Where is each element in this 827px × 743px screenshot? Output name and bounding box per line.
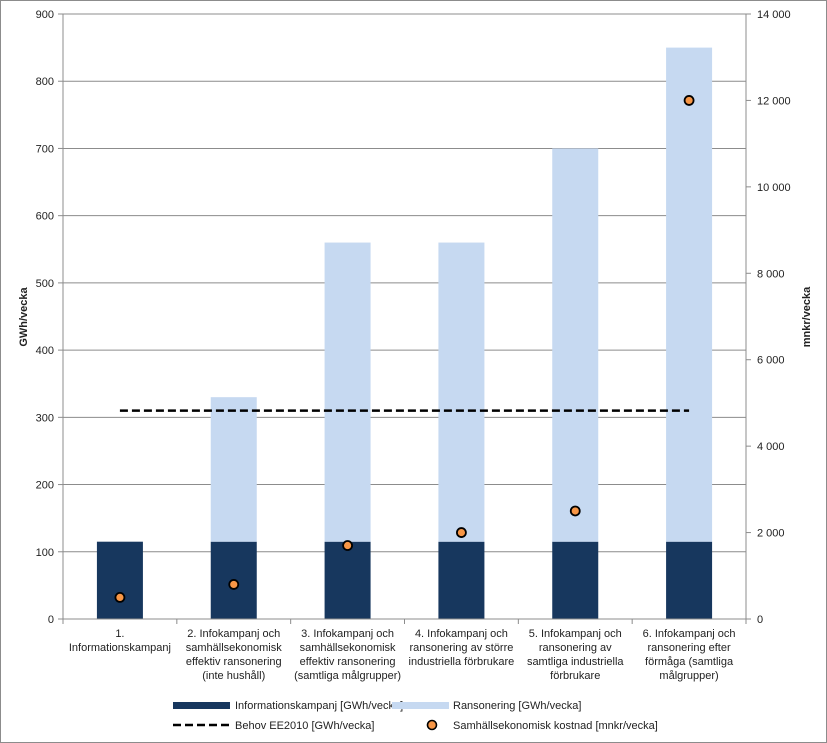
y2-tick-label: 6 000 (757, 355, 785, 367)
legend-label-ransonering: Ransonering [GWh/vecka] (453, 700, 581, 712)
y-tick-label: 200 (36, 480, 54, 492)
legend-label-behov: Behov EE2010 [GWh/vecka] (235, 720, 374, 732)
y-tick-label: 700 (36, 143, 54, 155)
y2-tick-label: 10 000 (757, 182, 791, 194)
y-tick-label: 600 (36, 211, 54, 223)
y-tick-label: 900 (36, 9, 54, 21)
x-category-label: 5. Infokampanj och ransonering av samtliga… (527, 628, 624, 682)
bar-ransonering (210, 397, 257, 542)
x-category-label: 3. Infokampanj och samhällsekonomisk effek… (294, 628, 401, 682)
y-tick-label: 400 (36, 345, 54, 357)
y2-tick-label: 4 000 (757, 441, 785, 453)
bar-ransonering (666, 47, 713, 542)
x-category-label: 6. Infokampanj och ransonering efter förmå… (643, 628, 736, 682)
point-samhallsekonomisk-kostnad (114, 591, 126, 603)
y2-tick-label: 2 000 (757, 528, 785, 540)
x-category-label: 4. Infokampanj och ransonering av större i… (409, 628, 515, 668)
bar-informationskampanj (552, 541, 599, 619)
bar-informationskampanj (96, 541, 143, 619)
y2-tick-label: 0 (757, 614, 763, 626)
point-samhallsekonomisk-kostnad (683, 95, 695, 106)
bar-ransonering (438, 242, 485, 542)
y-tick-label: 100 (36, 547, 54, 559)
bar-informationskampanj (438, 541, 485, 619)
point-samhallsekonomisk-kostnad (569, 505, 581, 517)
point-samhallsekonomisk-kostnad (228, 579, 240, 590)
legend-label-informationskampanj: Informationskampanj [GWh/vecka] (235, 700, 403, 712)
y2-tick-label: 14 000 (757, 9, 791, 21)
y2-tick-label: 12 000 (757, 95, 791, 107)
y2-axis-title: mnkr/vecka (801, 286, 813, 347)
legend-swatch-kostnad (426, 719, 438, 731)
y-axis-title: GWh/vecka (18, 286, 30, 346)
y2-tick-label: 8 000 (757, 268, 785, 280)
legend-swatch-informationskampanj (173, 702, 230, 709)
x-category-label: 1. Informationskampanj (69, 628, 171, 654)
legend-label-kostnad: Samhällsekonomisk kostnad [mnkr/vecka] (453, 720, 658, 732)
point-samhallsekonomisk-kostnad (456, 527, 467, 538)
bar-informationskampanj (324, 541, 371, 619)
legend-swatch-ransonering (392, 702, 449, 709)
bar-ransonering (324, 242, 371, 542)
legend: Informationskampanj [GWh/vecka] Ransoner… (173, 700, 658, 732)
y-tick-label: 800 (36, 76, 54, 88)
y-tick-label: 500 (36, 278, 54, 290)
x-category-label: 2. Infokampanj och samhällsekonomisk effek… (186, 628, 282, 682)
bar-informationskampanj (666, 541, 713, 619)
point-samhallsekonomisk-kostnad (342, 540, 353, 551)
bar-ransonering (552, 148, 599, 542)
y-tick-label: 300 (36, 412, 54, 424)
y-tick-label: 0 (48, 614, 54, 626)
